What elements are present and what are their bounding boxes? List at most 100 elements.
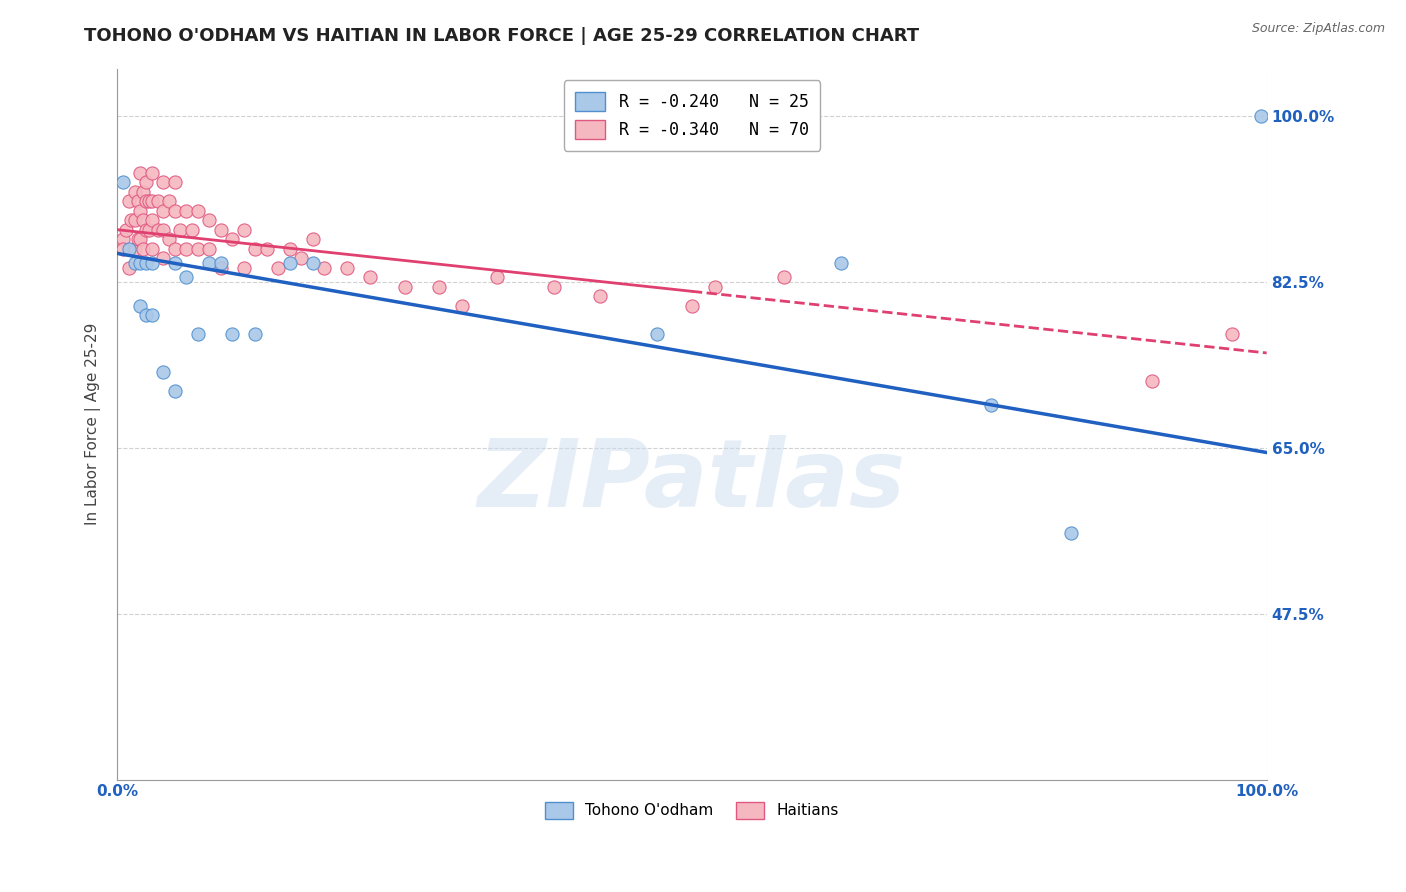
- Point: [451, 299, 474, 313]
- Point: [485, 270, 508, 285]
- Point: [127, 194, 149, 209]
- Point: [163, 203, 186, 218]
- Point: [336, 260, 359, 275]
- Point: [118, 242, 141, 256]
- Point: [124, 256, 146, 270]
- Point: [129, 256, 152, 270]
- Point: [152, 365, 174, 379]
- Point: [301, 256, 323, 270]
- Point: [152, 175, 174, 189]
- Point: [245, 326, 267, 341]
- Point: [187, 203, 209, 218]
- Point: [232, 260, 254, 275]
- Y-axis label: In Labor Force | Age 25-29: In Labor Force | Age 25-29: [86, 323, 101, 525]
- Point: [141, 256, 163, 270]
- Point: [174, 203, 197, 218]
- Point: [118, 194, 141, 209]
- Point: [141, 242, 163, 256]
- Point: [830, 256, 852, 270]
- Point: [278, 242, 301, 256]
- Point: [198, 213, 221, 227]
- Point: [209, 256, 232, 270]
- Point: [138, 223, 160, 237]
- Point: [209, 223, 232, 237]
- Point: [135, 223, 157, 237]
- Point: [152, 251, 174, 265]
- Point: [221, 232, 243, 246]
- Point: [1220, 326, 1243, 341]
- Point: [174, 242, 197, 256]
- Point: [773, 270, 796, 285]
- Point: [129, 299, 152, 313]
- Point: [290, 251, 312, 265]
- Point: [187, 326, 209, 341]
- Point: [131, 242, 153, 256]
- Point: [111, 175, 134, 189]
- Point: [138, 194, 160, 209]
- Point: [245, 242, 267, 256]
- Point: [124, 185, 146, 199]
- Point: [152, 203, 174, 218]
- Point: [157, 232, 180, 246]
- Point: [146, 223, 169, 237]
- Point: [157, 194, 180, 209]
- Point: [124, 242, 146, 256]
- Point: [198, 256, 221, 270]
- Point: [111, 242, 134, 256]
- Point: [115, 223, 138, 237]
- Point: [980, 398, 1002, 412]
- Point: [146, 194, 169, 209]
- Text: TOHONO O'ODHAM VS HAITIAN IN LABOR FORCE | AGE 25-29 CORRELATION CHART: TOHONO O'ODHAM VS HAITIAN IN LABOR FORCE…: [84, 27, 920, 45]
- Point: [163, 256, 186, 270]
- Point: [589, 289, 612, 303]
- Point: [111, 232, 134, 246]
- Point: [198, 242, 221, 256]
- Point: [124, 213, 146, 227]
- Point: [543, 279, 565, 293]
- Point: [232, 223, 254, 237]
- Point: [314, 260, 336, 275]
- Point: [221, 326, 243, 341]
- Point: [135, 194, 157, 209]
- Point: [1250, 109, 1272, 123]
- Point: [135, 175, 157, 189]
- Point: [174, 270, 197, 285]
- Point: [141, 213, 163, 227]
- Point: [427, 279, 450, 293]
- Point: [163, 384, 186, 398]
- Point: [703, 279, 725, 293]
- Point: [1060, 526, 1083, 541]
- Point: [129, 203, 152, 218]
- Text: Source: ZipAtlas.com: Source: ZipAtlas.com: [1251, 22, 1385, 36]
- Point: [152, 223, 174, 237]
- Point: [256, 242, 278, 256]
- Point: [131, 213, 153, 227]
- Point: [141, 194, 163, 209]
- Point: [278, 256, 301, 270]
- Point: [129, 232, 152, 246]
- Point: [681, 299, 703, 313]
- Point: [127, 232, 149, 246]
- Point: [1140, 375, 1163, 389]
- Point: [129, 166, 152, 180]
- Point: [647, 326, 669, 341]
- Legend: Tohono O'odham, Haitians: Tohono O'odham, Haitians: [540, 796, 845, 825]
- Point: [135, 256, 157, 270]
- Point: [181, 223, 204, 237]
- Point: [163, 175, 186, 189]
- Point: [301, 232, 323, 246]
- Point: [120, 213, 142, 227]
- Point: [209, 260, 232, 275]
- Point: [169, 223, 191, 237]
- Point: [118, 260, 141, 275]
- Text: ZIPatlas: ZIPatlas: [478, 435, 905, 527]
- Point: [141, 166, 163, 180]
- Point: [359, 270, 381, 285]
- Point: [131, 185, 153, 199]
- Point: [394, 279, 416, 293]
- Point: [163, 242, 186, 256]
- Point: [135, 308, 157, 322]
- Point: [187, 242, 209, 256]
- Point: [267, 260, 290, 275]
- Point: [141, 308, 163, 322]
